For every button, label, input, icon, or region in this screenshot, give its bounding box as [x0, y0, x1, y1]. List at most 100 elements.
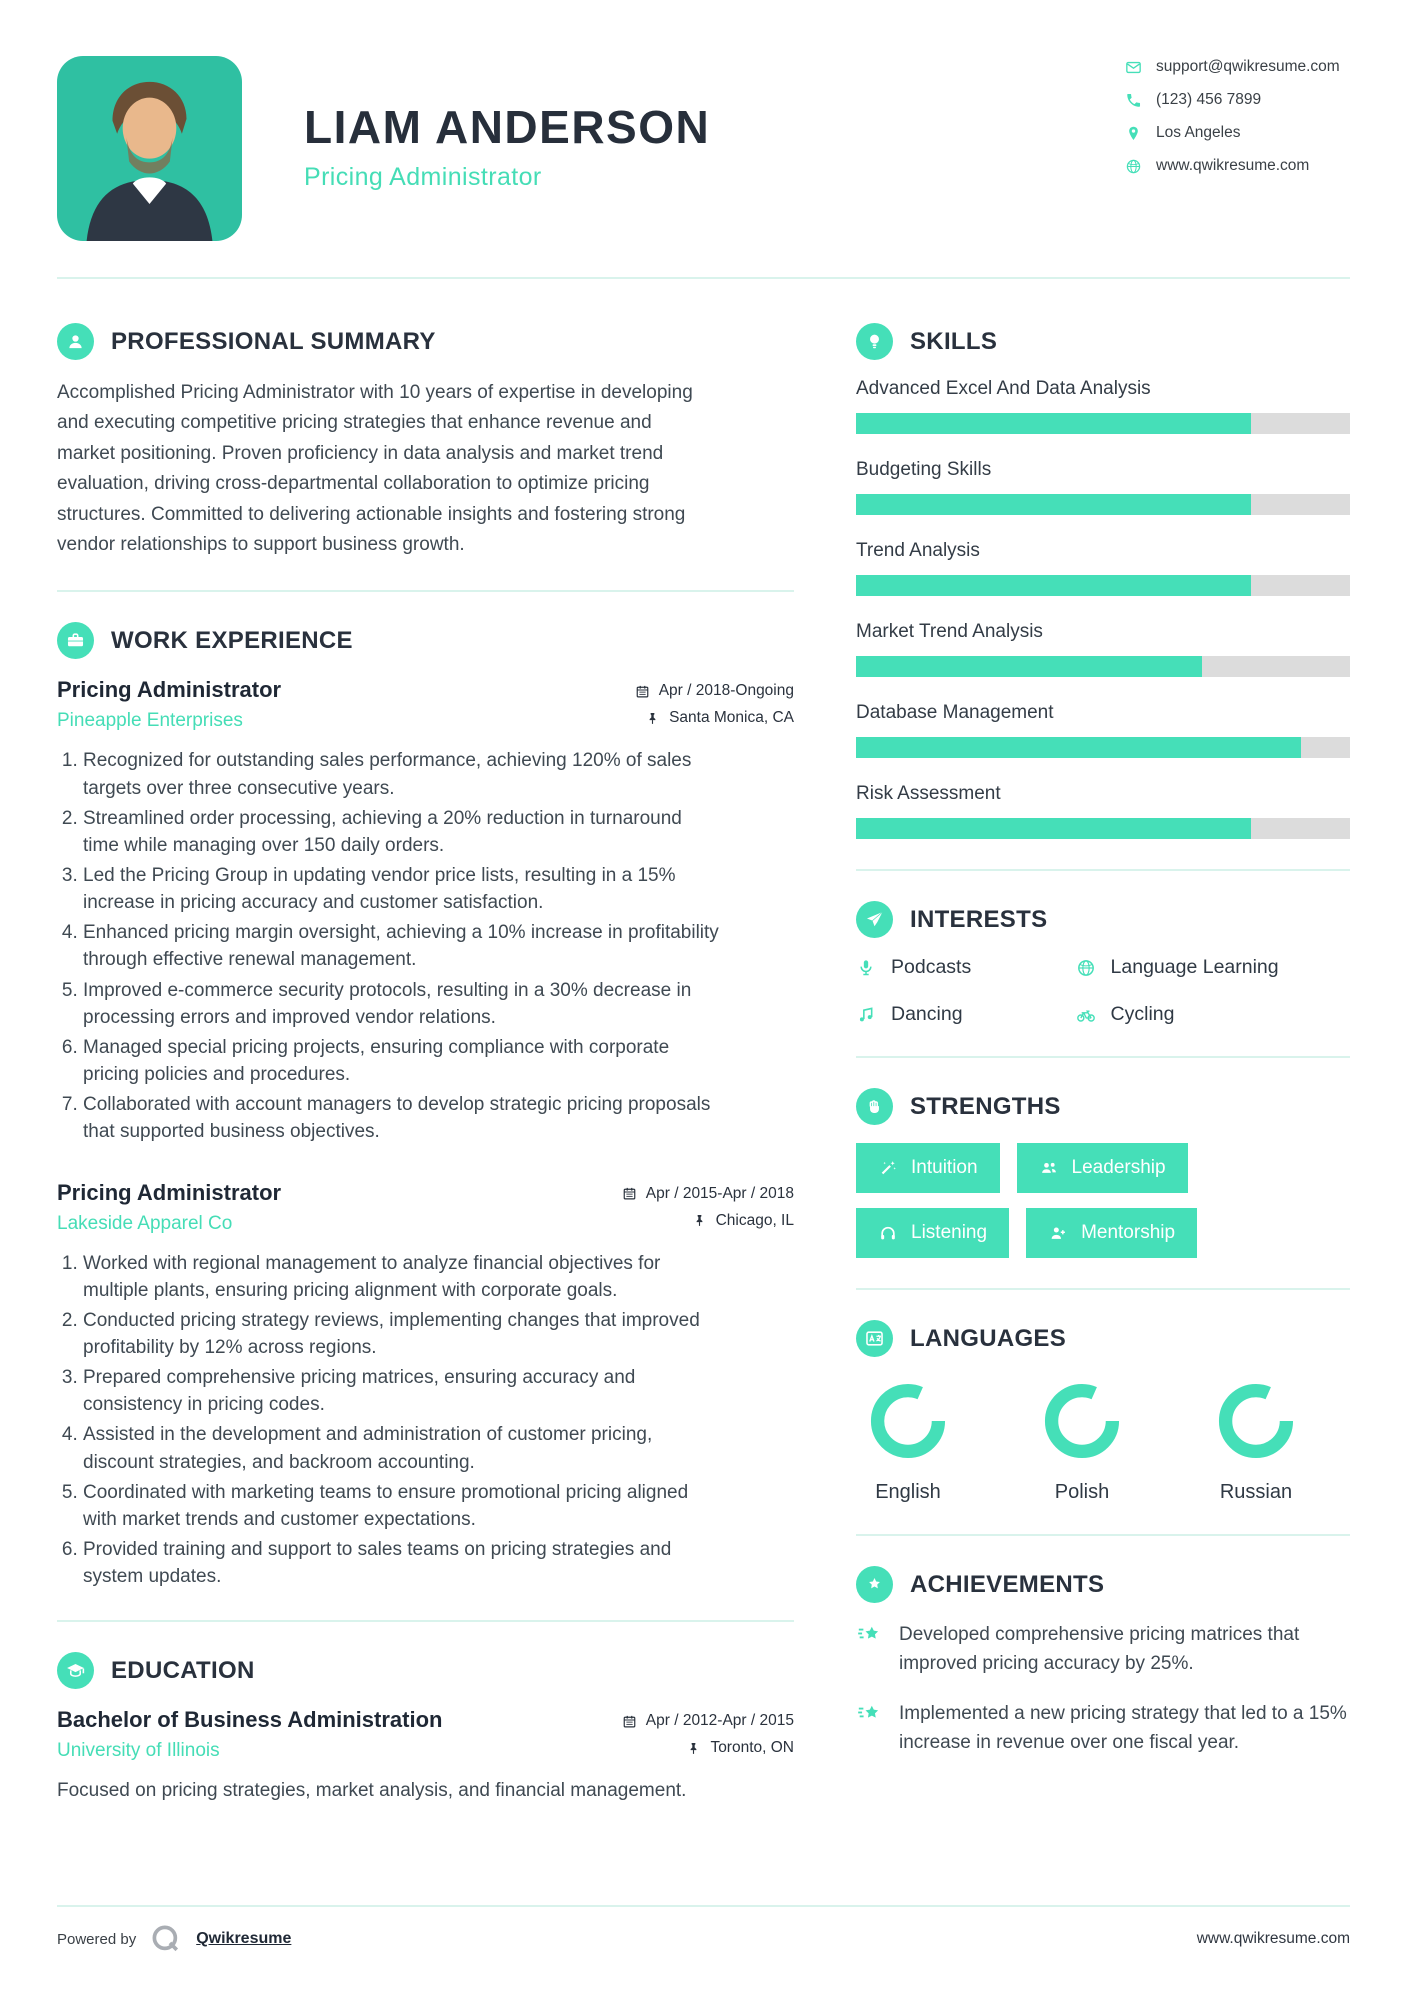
education-meta: Apr / 2012-Apr / 2015 Toronto, ON [622, 1707, 794, 1757]
interest-item: Language Learning [1076, 956, 1350, 979]
contact-location: Los Angeles [1125, 124, 1350, 142]
achievements-list: Developed comprehensive pricing matrices… [856, 1621, 1350, 1757]
strengths-heading: STRENGTHS [910, 1092, 1061, 1120]
strength-label: Leadership [1071, 1157, 1166, 1178]
person-name: LIAM ANDERSON [304, 101, 711, 153]
education-dates-row: Apr / 2012-Apr / 2015 [622, 1712, 794, 1730]
email-icon [1125, 59, 1142, 76]
microphone-icon [856, 958, 876, 978]
fist-icon [856, 1088, 893, 1125]
strengths-list: Intuition Leadership Listening Mentorshi… [856, 1143, 1350, 1258]
job-location: Chicago, IL [715, 1211, 794, 1229]
education-header: Bachelor of Business Administration Univ… [57, 1707, 794, 1762]
qwikresume-logo-icon [149, 1922, 183, 1956]
language-name: Polish [1054, 1481, 1110, 1503]
job-bullet: Worked with regional management to analy… [83, 1250, 719, 1304]
interests-section-header: INTERESTS [856, 901, 1350, 938]
contact-phone: (123) 456 7899 [1125, 91, 1350, 109]
interest-label: Dancing [891, 1003, 963, 1025]
calendar-icon [622, 1714, 637, 1729]
skill-item: Trend Analysis [856, 540, 1350, 596]
strength-badge: Intuition [856, 1143, 1000, 1193]
footer-website[interactable]: www.qwikresume.com [1196, 1930, 1350, 1947]
skill-bar-track [856, 737, 1350, 758]
strength-badge: Listening [856, 1208, 1010, 1258]
education-degree-school: Bachelor of Business Administration Univ… [57, 1707, 442, 1762]
section-divider [856, 1288, 1350, 1290]
summary-text: Accomplished Pricing Administrator with … [57, 382, 693, 555]
footer-divider [57, 1905, 1350, 1907]
contact-location-text: Los Angeles [1156, 124, 1241, 141]
job-bullet-list: Worked with regional management to analy… [57, 1250, 719, 1591]
interest-item: Podcasts [856, 956, 1076, 979]
section-divider [856, 869, 1350, 871]
contact-website[interactable]: www.qwikresume.com [1125, 157, 1350, 175]
job-meta: Apr / 2018-Ongoing Santa Monica, CA [635, 677, 794, 727]
interest-label: Language Learning [1110, 956, 1279, 978]
music-note-icon [856, 1005, 876, 1025]
education-degree: Bachelor of Business Administration [57, 1707, 443, 1733]
skill-name: Trend Analysis [856, 540, 980, 561]
left-column: PROFESSIONAL SUMMARY Accomplished Pricin… [57, 323, 794, 1807]
skill-bar-track [856, 575, 1350, 596]
job-bullet-list: Recognized for outstanding sales perform… [57, 747, 719, 1145]
education-entry: Bachelor of Business Administration Univ… [57, 1707, 794, 1806]
job-dates: Apr / 2018-Ongoing [658, 682, 794, 700]
education-school: University of Illinois [57, 1740, 220, 1762]
education-dates: Apr / 2012-Apr / 2015 [645, 1712, 794, 1730]
job-bullet: Collaborated with account managers to de… [83, 1091, 719, 1145]
interests-heading: INTERESTS [910, 905, 1048, 933]
interests-list: Podcasts Language Learning Dancing Cycli… [856, 956, 1350, 1026]
globe-icon [1076, 958, 1096, 978]
job-entry: Pricing Administrator Pineapple Enterpri… [57, 677, 794, 1145]
job-bullet: Conducted pricing strategy reviews, impl… [83, 1307, 719, 1361]
job-bullet: Streamlined order processing, achieving … [83, 805, 719, 859]
interest-label: Podcasts [891, 956, 972, 978]
education-location-row: Toronto, ON [622, 1739, 794, 1757]
job-location-row: Chicago, IL [622, 1212, 794, 1230]
language-progress-ring [1044, 1383, 1120, 1459]
job-title: Pricing Administrator [57, 677, 282, 703]
translate-icon [856, 1320, 893, 1357]
education-location: Toronto, ON [710, 1739, 794, 1757]
skill-item: Budgeting Skills [856, 459, 1350, 515]
languages-heading: LANGUAGES [910, 1324, 1067, 1352]
medal-star-icon [856, 1566, 893, 1603]
job-bullet: Assisted in the development and administ… [83, 1421, 719, 1475]
section-divider [57, 1620, 794, 1623]
skill-item: Advanced Excel And Data Analysis [856, 378, 1350, 434]
contact-website-text[interactable]: www.qwikresume.com [1156, 157, 1310, 174]
footer-row: Powered by Qwikresume www.qwikresume.com [57, 1907, 1350, 1956]
language-name: English [875, 1481, 941, 1503]
strength-label: Mentorship [1081, 1222, 1176, 1243]
skills-heading: SKILLS [910, 327, 998, 355]
user-plus-icon [1048, 1223, 1068, 1243]
graduation-cap-icon [57, 1652, 94, 1690]
language-item: Polish [1044, 1383, 1120, 1504]
interest-item: Cycling [1076, 1003, 1350, 1026]
qwikresume-link[interactable]: Qwikresume [196, 1930, 292, 1947]
location-icon [1125, 125, 1142, 142]
bicycle-icon [1076, 1005, 1096, 1025]
contact-email-text: support@qwikresume.com [1156, 58, 1340, 75]
skill-bar-fill [856, 737, 1301, 758]
skill-bar-fill [856, 413, 1252, 434]
job-location: Santa Monica, CA [669, 709, 794, 727]
headphones-icon [878, 1223, 898, 1243]
language-progress-ring [1218, 1383, 1294, 1459]
identity: LIAM ANDERSON Pricing Administrator [304, 56, 710, 192]
skill-bar-track [856, 494, 1350, 515]
skill-bar-track [856, 818, 1350, 839]
job-dates-row: Apr / 2015-Apr / 2018 [622, 1185, 794, 1203]
job-bullet: Prepared comprehensive pricing matrices,… [83, 1364, 719, 1418]
calendar-icon [635, 684, 650, 699]
skill-name: Budgeting Skills [856, 459, 992, 480]
shooting-star-icon [856, 1701, 882, 1727]
skill-item: Market Trend Analysis [856, 621, 1350, 677]
skill-name: Database Management [856, 702, 1054, 723]
section-divider [856, 1534, 1350, 1536]
achievement-item: Developed comprehensive pricing matrices… [856, 1621, 1350, 1678]
interest-label: Cycling [1110, 1003, 1175, 1025]
job-bullet: Enhanced pricing margin oversight, achie… [83, 919, 719, 973]
paper-plane-icon [856, 901, 893, 938]
